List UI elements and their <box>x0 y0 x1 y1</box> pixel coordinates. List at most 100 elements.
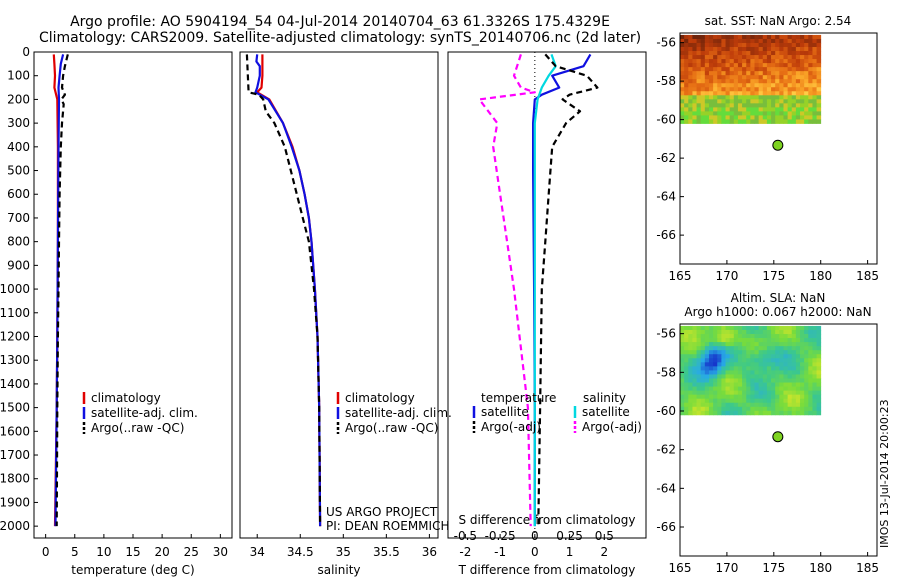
heatmap-cell <box>733 99 739 104</box>
heatmap-cell <box>750 115 755 120</box>
heatmap-cell <box>787 38 793 44</box>
heatmap-cell <box>812 111 817 116</box>
heatmap-cell <box>771 55 776 60</box>
heatmap-cell <box>771 394 776 400</box>
heatmap-cell <box>717 374 722 379</box>
heatmap-cell <box>692 346 697 351</box>
heatmap-cell <box>746 362 751 367</box>
heatmap-cell <box>742 346 747 351</box>
heatmap-cell <box>750 346 755 351</box>
heatmap-cell <box>737 55 743 60</box>
heatmap-cell <box>737 342 743 347</box>
difference-series-4 <box>478 54 536 527</box>
heatmap-cell <box>700 59 706 64</box>
heatmap-cell <box>766 59 772 64</box>
heatmap-cell <box>700 402 706 408</box>
heatmap-cell <box>766 378 772 383</box>
heatmap-cell <box>708 338 714 343</box>
heatmap-cell <box>791 107 797 112</box>
heatmap-cell <box>775 398 780 404</box>
heatmap-cell <box>708 362 714 367</box>
heatmap-cell <box>742 111 747 116</box>
heatmap-cell <box>713 329 718 335</box>
heatmap-cell <box>704 346 710 351</box>
heatmap-cell <box>729 354 735 359</box>
heatmap-cell <box>704 115 710 120</box>
heatmap-cell <box>713 394 718 400</box>
heatmap-cell <box>704 79 710 84</box>
heatmap-cell <box>742 55 747 60</box>
heatmap-cell <box>688 378 693 383</box>
heatmap-cell <box>808 67 813 72</box>
heatmap-cell <box>717 119 722 124</box>
heatmap-cell <box>696 71 702 76</box>
heatmap-cell <box>680 378 685 383</box>
heatmap-cell <box>762 75 768 80</box>
heatmap-cell <box>816 83 822 88</box>
heatmap-cell <box>816 119 822 124</box>
heatmap-cell <box>725 390 731 396</box>
heatmap-cell <box>717 370 722 375</box>
pi-annotation: PI: DEAN ROEMMICH <box>326 519 449 533</box>
heatmap-cell <box>700 87 706 92</box>
heatmap-cell <box>742 350 747 355</box>
heatmap-cell <box>733 386 739 392</box>
heatmap-cell <box>742 47 747 52</box>
heatmap-cell <box>816 71 822 76</box>
heatmap-cell <box>771 362 776 367</box>
heatmap-cell <box>692 350 697 355</box>
heatmap-cell <box>700 38 706 44</box>
heatmap-cell <box>771 63 776 68</box>
heatmap-cell <box>758 34 764 40</box>
heatmap-cell <box>733 63 739 68</box>
heatmap-cell <box>791 42 797 48</box>
heatmap-cell <box>746 71 751 76</box>
depth-tick-label: 500 <box>7 164 30 178</box>
heatmap-cell <box>692 374 697 379</box>
heatmap-cell <box>791 338 797 343</box>
heatmap-cell <box>708 107 714 112</box>
heatmap-cell <box>771 111 776 116</box>
heatmap-cell <box>775 358 780 363</box>
heatmap-cell <box>750 334 755 339</box>
heatmap-cell <box>800 99 805 104</box>
heatmap-cell <box>680 119 685 124</box>
sla-map-y-tick-label: -62 <box>656 443 676 457</box>
heatmap-cell <box>750 378 755 383</box>
heatmap-cell <box>762 354 768 359</box>
sla-map-title-line2: Argo h1000: 0.067 h2000: NaN <box>684 305 871 319</box>
heatmap-cell <box>750 63 755 68</box>
heatmap-cell <box>696 370 702 375</box>
heatmap-cell <box>717 103 722 108</box>
heatmap-cell <box>804 79 809 84</box>
sst-map-x-tick-label: 185 <box>856 269 879 283</box>
heatmap-cell <box>791 111 797 116</box>
heatmap-cell <box>737 95 743 100</box>
sst-map-frame <box>679 32 878 265</box>
heatmap-cell <box>708 346 714 351</box>
heatmap-cell <box>816 99 822 104</box>
heatmap-cell <box>708 410 714 416</box>
heatmap-cell <box>717 111 722 116</box>
heatmap-cell <box>688 71 693 76</box>
heatmap-cell <box>787 83 793 88</box>
heatmap-cell <box>762 370 768 375</box>
heatmap-cell <box>729 370 735 375</box>
heatmap-cell <box>708 115 714 120</box>
heatmap-cell <box>708 334 714 339</box>
heatmap-cell <box>816 67 822 72</box>
heatmap-cell <box>733 398 739 404</box>
heatmap-cell <box>692 103 697 108</box>
heatmap-cell <box>791 382 797 387</box>
heatmap-cell <box>725 103 731 108</box>
heatmap-cell <box>684 75 689 80</box>
heatmap-cell <box>795 99 801 104</box>
heatmap-cell <box>733 390 739 396</box>
heatmap-cell <box>700 67 706 72</box>
heatmap-cell <box>800 342 805 347</box>
heatmap-cell <box>766 402 772 408</box>
heatmap-cell <box>696 103 702 108</box>
heatmap-cell <box>729 67 735 72</box>
heatmap-cell <box>816 325 822 331</box>
heatmap-cell <box>775 51 780 56</box>
